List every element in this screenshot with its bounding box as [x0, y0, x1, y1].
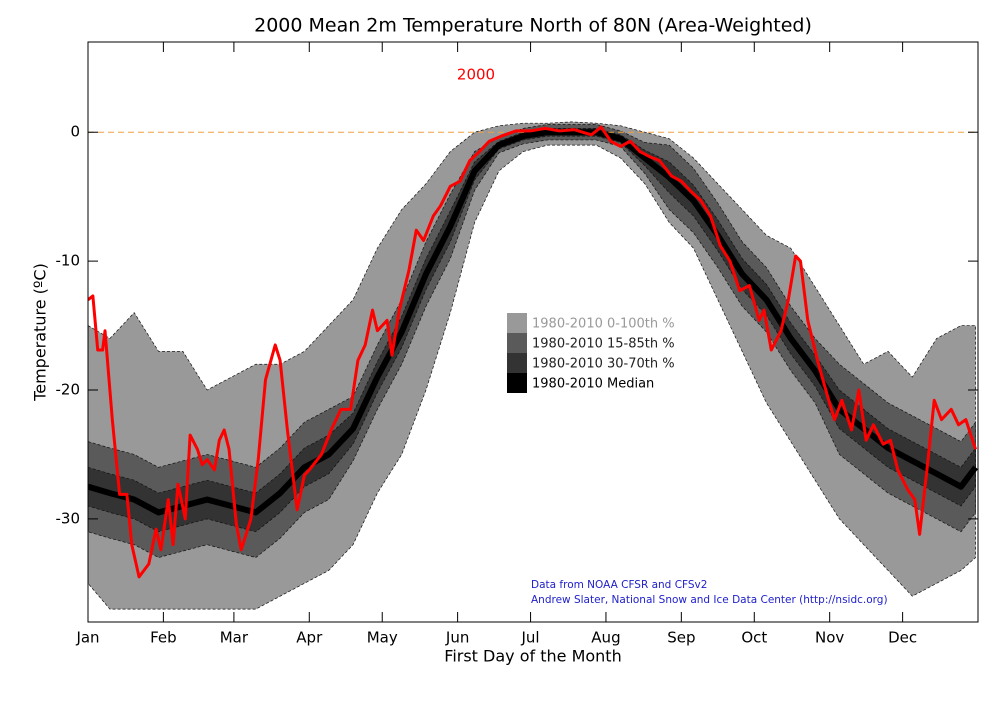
legend-label: 1980-2010 0-100th %: [532, 317, 675, 332]
credit-text: Data from NOAA CFSR and CFSv2: [531, 579, 707, 591]
legend-label: 1980-2010 30-70th %: [532, 357, 675, 372]
x-tick-label: Aug: [591, 629, 620, 647]
x-tick-label: Jun: [445, 629, 469, 647]
x-tick-label: May: [367, 629, 398, 647]
plot-area: [88, 121, 978, 610]
y-tick-label: -10: [56, 252, 81, 270]
x-tick-label: Dec: [888, 629, 917, 647]
y-axis-label: Temperature (ºC): [31, 263, 50, 402]
x-tick-label: Oct: [741, 629, 767, 647]
chart-title: 2000 Mean 2m Temperature North of 80N (A…: [254, 15, 812, 37]
legend-swatch: [507, 353, 527, 373]
y-tick-label: 0: [70, 123, 80, 141]
legend-swatch: [507, 373, 527, 393]
x-axis-label: First Day of the Month: [444, 647, 621, 666]
legend-swatch: [507, 333, 527, 353]
y-tick-label: -30: [56, 509, 81, 527]
x-tick-label: Feb: [150, 629, 177, 647]
x-tick-label: Jan: [75, 629, 99, 647]
credit-text: Andrew Slater, National Snow and Ice Dat…: [531, 594, 888, 606]
x-tick-label: Apr: [296, 629, 323, 647]
legend-label: 1980-2010 15-85th %: [532, 337, 675, 352]
legend-swatch: [507, 313, 527, 333]
x-tick-label: Jul: [521, 629, 540, 647]
plot-frame: [87, 41, 979, 623]
x-tick-label: Mar: [220, 629, 249, 647]
x-tick-label: Sep: [667, 629, 695, 647]
legend-label: 1980-2010 Median: [532, 377, 654, 392]
y-tick-label: -20: [56, 381, 81, 399]
year-line: [88, 125, 977, 579]
x-tick-label: Nov: [815, 629, 844, 647]
series-label: 2000: [457, 66, 495, 84]
